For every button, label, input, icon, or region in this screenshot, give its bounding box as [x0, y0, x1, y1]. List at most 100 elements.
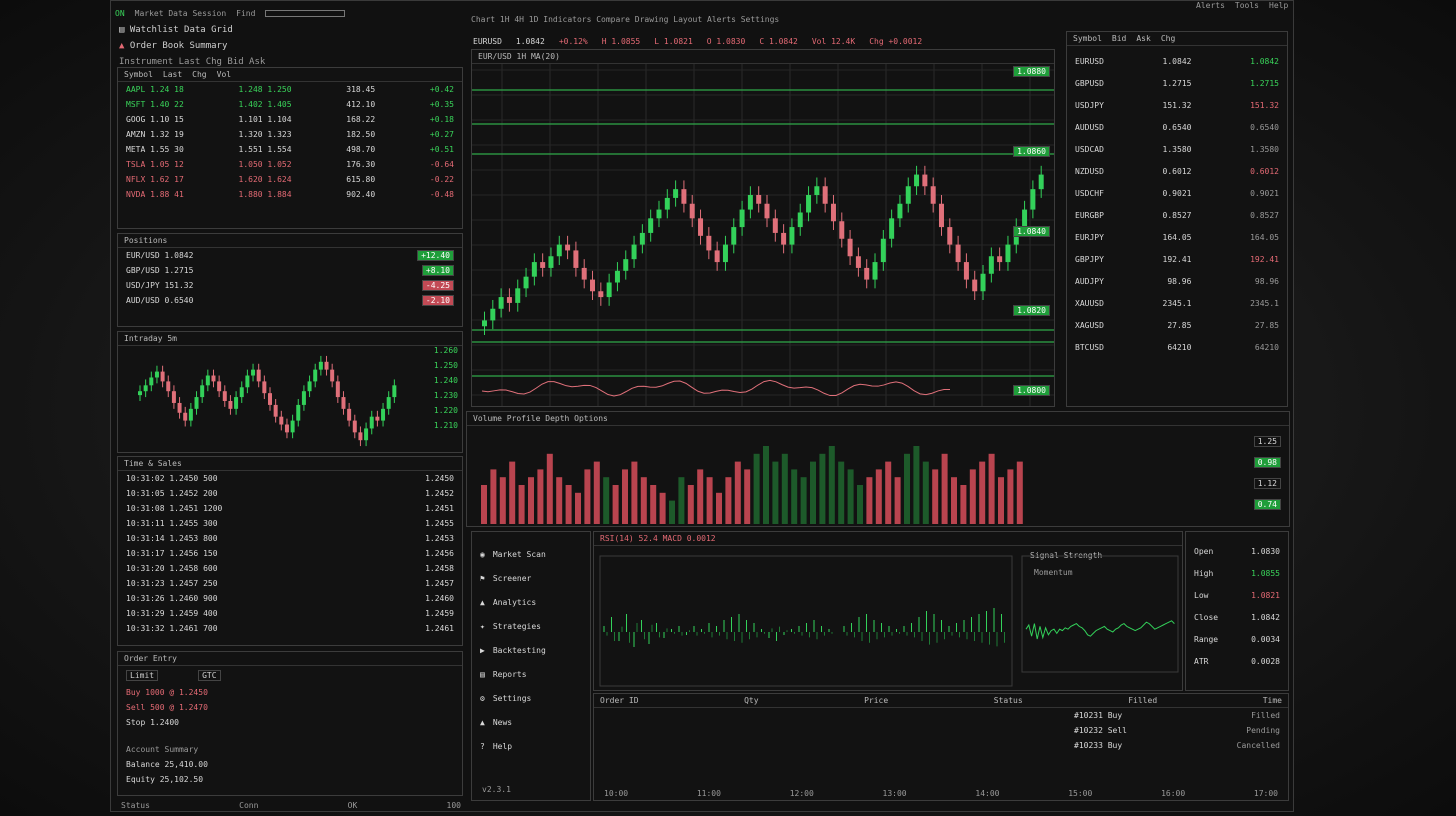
- quote-row[interactable]: EURGBP 0.8527 0.8527: [1067, 204, 1287, 226]
- stat-label: Open: [1194, 546, 1214, 556]
- position-row[interactable]: EUR/USD 1.0842 +12.40: [118, 248, 462, 263]
- quote-row[interactable]: USDCAD 1.3580 1.3580: [1067, 138, 1287, 160]
- watchlist-row[interactable]: AAPL 1.24 18 1.248 1.250 318.45 +0.42: [118, 82, 462, 97]
- candle: [897, 203, 903, 219]
- menu-item-label: News: [492, 717, 513, 727]
- order-type-select[interactable]: Limit: [126, 670, 159, 681]
- menu-item-strategies[interactable]: ✦ Strategies: [472, 614, 590, 638]
- mini-candle: [392, 385, 397, 398]
- trade-row[interactable]: 10:31:23 1.2457 250 1.2457: [118, 576, 462, 591]
- trade-row[interactable]: 10:31:26 1.2460 900 1.2460: [118, 591, 462, 606]
- mini-chart-panel: Intraday 5m 1.260 1.250 1.240 1.230 1.220 1.2…: [117, 331, 463, 453]
- volume-bar: [640, 477, 647, 524]
- mini-candle: [301, 391, 306, 405]
- quote-row[interactable]: USDJPY 151.32 151.32: [1067, 94, 1287, 116]
- volume-bar: [518, 485, 525, 524]
- chart-toolbar[interactable]: Chart 1H 4H 1D Indicators Compare Drawin…: [471, 15, 780, 24]
- volume-bar: [1016, 461, 1023, 524]
- candle: [930, 186, 936, 204]
- candle: [747, 195, 753, 210]
- menu-tools[interactable]: Tools: [1234, 1, 1259, 10]
- quote-bid: 1.2715: [1162, 78, 1192, 88]
- watchlist-row[interactable]: GOOG 1.10 15 1.101 1.104 168.22 +0.18: [118, 112, 462, 127]
- menu-item-backtesting[interactable]: ▶ Backtesting: [472, 638, 590, 662]
- position-row[interactable]: GBP/USD 1.2715 +8.10: [118, 263, 462, 278]
- quote-row[interactable]: XAGUSD 27.85 27.85: [1067, 314, 1287, 336]
- oscillator-frame: [599, 555, 1013, 687]
- column-header: Time: [1262, 696, 1282, 705]
- trade-row[interactable]: 10:31:14 1.2453 800 1.2453: [118, 531, 462, 546]
- positions-title: Positions: [124, 236, 168, 245]
- order-row[interactable]: #10233 Buy Cancelled: [594, 738, 1288, 753]
- quote-row[interactable]: XAUUSD 2345.1 2345.1: [1067, 292, 1287, 314]
- stat-row[interactable]: Close 1.0842: [1186, 606, 1288, 628]
- order-row[interactable]: #10231 Buy Filled: [594, 708, 1288, 723]
- search-input[interactable]: [265, 10, 346, 17]
- watchlist-row[interactable]: AMZN 1.32 19 1.320 1.323 182.50 +0.27: [118, 127, 462, 142]
- volume-bar: [941, 453, 948, 524]
- menu-item-reports[interactable]: ▤ Reports: [472, 662, 590, 686]
- trade-row[interactable]: 10:31:02 1.2450 500 1.2450: [118, 471, 462, 486]
- trade-row[interactable]: 10:31:05 1.2452 200 1.2452: [118, 486, 462, 501]
- quote-symbol: EURGBP: [1075, 210, 1104, 220]
- trade-row[interactable]: 10:31:32 1.2461 700 1.2461: [118, 621, 462, 636]
- mini-candle: [341, 397, 346, 409]
- quote-ask: 192.41: [1250, 254, 1279, 264]
- watchlist-row[interactable]: NVDA 1.88 41 1.880 1.884 902.40 -0.48: [118, 187, 462, 202]
- quote-row[interactable]: GBPJPY 192.41 192.41: [1067, 248, 1287, 270]
- trade-price: 1.2458: [425, 564, 454, 573]
- order-row[interactable]: #10232 Sell Pending: [594, 723, 1288, 738]
- mini-candle: [284, 424, 289, 433]
- position-row[interactable]: AUD/USD 0.6540 -2.10: [118, 293, 462, 308]
- menu-item-help[interactable]: ? Help: [472, 734, 590, 758]
- version-label: v2.3.1: [482, 785, 511, 794]
- stat-row[interactable]: ATR 0.0028: [1186, 650, 1288, 672]
- stat-row[interactable]: High 1.0855: [1186, 562, 1288, 584]
- quote-row[interactable]: EURUSD 1.0842 1.0842: [1067, 50, 1287, 72]
- menu-item-screener[interactable]: ⚑ Screener: [472, 566, 590, 590]
- quote-row[interactable]: EURJPY 164.05 164.05: [1067, 226, 1287, 248]
- quote-row[interactable]: AUDUSD 0.6540 0.6540: [1067, 116, 1287, 138]
- menu-alerts[interactable]: Alerts: [1196, 1, 1225, 10]
- stat-row[interactable]: Open 1.0830: [1186, 540, 1288, 562]
- mini-candle: [369, 416, 374, 429]
- watchlist-row[interactable]: TSLA 1.05 12 1.050 1.052 176.30 -0.64: [118, 157, 462, 172]
- watchlist-row[interactable]: NFLX 1.62 17 1.620 1.624 615.80 -0.22: [118, 172, 462, 187]
- quote-row[interactable]: NZDUSD 0.6012 0.6012: [1067, 160, 1287, 182]
- latency: 100: [446, 801, 461, 810]
- menu-help[interactable]: Help: [1269, 1, 1289, 10]
- mini-chart-title: Intraday 5m: [124, 334, 177, 343]
- trade-row[interactable]: 10:31:29 1.2459 400 1.2459: [118, 606, 462, 621]
- mini-candle: [318, 361, 323, 370]
- quote-row[interactable]: USDCHF 0.9021 0.9021: [1067, 182, 1287, 204]
- menu-item-market-scan[interactable]: ◉ Market Scan: [472, 542, 590, 566]
- volume-bar: [791, 469, 798, 524]
- watchlist-row[interactable]: META 1.55 30 1.551 1.554 498.70 +0.51: [118, 142, 462, 157]
- candle: [482, 320, 487, 327]
- time-in-force-select[interactable]: GTC: [198, 670, 221, 681]
- quote-symbol: USDJPY: [1075, 100, 1104, 110]
- stat-row[interactable]: Range 0.0034: [1186, 628, 1288, 650]
- order-entry-title: Order Entry: [124, 654, 177, 663]
- stat-row[interactable]: Low 1.0821: [1186, 584, 1288, 606]
- trade-row[interactable]: 10:31:08 1.2451 1200 1.2451: [118, 501, 462, 516]
- filter-icon: ⚑: [480, 573, 485, 583]
- trade-row[interactable]: 10:31:20 1.2458 600 1.2458: [118, 561, 462, 576]
- candle: [789, 227, 795, 245]
- trade-row[interactable]: 10:31:17 1.2456 150 1.2456: [118, 546, 462, 561]
- watchlist-row[interactable]: MSFT 1.40 22 1.402 1.405 412.10 +0.35: [118, 97, 462, 112]
- mini-candle: [160, 371, 165, 382]
- time-tick: 10:00: [604, 789, 629, 798]
- quote-bid: 1.3580: [1162, 144, 1192, 154]
- candle: [889, 218, 895, 239]
- menu-item-settings[interactable]: ⚙ Settings: [472, 686, 590, 710]
- trade-row[interactable]: 10:31:11 1.2455 300 1.2455: [118, 516, 462, 531]
- quote-row[interactable]: BTCUSD 64210 64210: [1067, 336, 1287, 358]
- quote-row[interactable]: GBPUSD 1.2715 1.2715: [1067, 72, 1287, 94]
- menu-item-analytics[interactable]: ▲ Analytics: [472, 590, 590, 614]
- candlestick-chart[interactable]: [472, 50, 1055, 407]
- quote-row[interactable]: AUDJPY 98.96 98.96: [1067, 270, 1287, 292]
- menu-item-news[interactable]: ▲ News: [472, 710, 590, 734]
- quote-bid: 0.6012: [1162, 166, 1192, 176]
- position-row[interactable]: USD/JPY 151.32 -4.25: [118, 278, 462, 293]
